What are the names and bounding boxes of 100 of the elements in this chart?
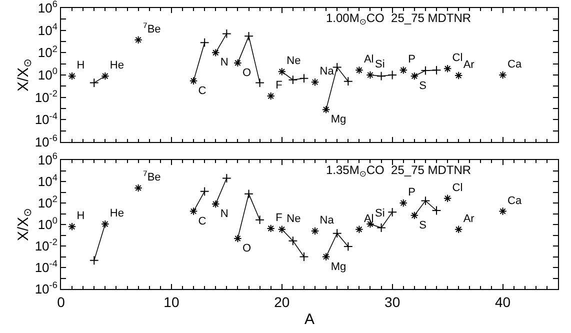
y-tick-label: 10$^{-6}$ bbox=[34, 133, 58, 150]
series-label: O bbox=[242, 242, 252, 254]
point bbox=[498, 207, 507, 216]
point bbox=[310, 78, 320, 86]
series-label: N bbox=[220, 56, 228, 69]
series-label: Ne bbox=[286, 212, 301, 225]
point bbox=[399, 66, 408, 74]
y-tick-label: 10$^{0}$ bbox=[38, 66, 58, 83]
y-tick-label: 10$^{-4}$ bbox=[34, 110, 58, 128]
series-label: Mg bbox=[330, 260, 346, 273]
series-label: F bbox=[276, 212, 283, 224]
point bbox=[388, 207, 398, 217]
series-label: He bbox=[110, 60, 124, 72]
y-tick-label: 10$^{0}$ bbox=[38, 216, 58, 232]
point bbox=[454, 71, 463, 80]
series-label: S bbox=[419, 80, 427, 92]
point bbox=[89, 256, 99, 266]
point bbox=[399, 198, 408, 208]
y-tick-label: 10$^{-2}$ bbox=[34, 237, 58, 254]
point bbox=[68, 72, 76, 80]
y-tick-label: 10$^{4}$ bbox=[38, 172, 58, 190]
point bbox=[234, 234, 242, 243]
chart-title: 1.00M$_{⊙}$CO 25_75 MDTNR bbox=[326, 11, 472, 27]
point bbox=[410, 211, 419, 220]
x-tick-label: 10 bbox=[164, 294, 180, 310]
series-label: He bbox=[110, 208, 124, 220]
y-tick-label: 10$^{2}$ bbox=[38, 44, 58, 60]
point bbox=[278, 225, 286, 234]
series-label: P bbox=[408, 186, 416, 198]
series-label: Na bbox=[320, 214, 335, 226]
point bbox=[355, 66, 364, 74]
series-label: O bbox=[242, 66, 252, 79]
point bbox=[420, 196, 430, 206]
x-tick-label: 40 bbox=[494, 294, 511, 310]
point bbox=[454, 225, 463, 234]
point bbox=[376, 71, 386, 81]
y-tick-label: 10$^{-6}$ bbox=[34, 280, 58, 297]
point bbox=[189, 76, 198, 85]
point bbox=[410, 72, 419, 80]
point bbox=[89, 78, 99, 88]
point bbox=[255, 78, 264, 88]
point bbox=[376, 223, 386, 232]
series-label: Cl bbox=[452, 182, 463, 194]
point bbox=[278, 68, 286, 76]
point bbox=[443, 194, 452, 202]
y-tick-label: 10$^{6}$ bbox=[38, 151, 58, 168]
point bbox=[134, 36, 142, 44]
series-label: C bbox=[198, 84, 206, 97]
series-label: Na bbox=[320, 66, 335, 78]
series-label: Ca bbox=[508, 58, 522, 70]
point bbox=[101, 72, 110, 80]
point bbox=[189, 207, 198, 216]
point bbox=[200, 186, 210, 196]
point bbox=[288, 236, 298, 246]
legend-label: H bbox=[76, 210, 85, 222]
x-tick-label: 30 bbox=[384, 294, 400, 310]
point bbox=[222, 28, 232, 38]
point bbox=[244, 189, 254, 199]
point bbox=[288, 75, 298, 85]
series-label: Ar bbox=[463, 212, 475, 225]
point bbox=[266, 92, 275, 100]
y-tick-label: 10$^{6}$ bbox=[38, 0, 58, 16]
series-label: Ne bbox=[286, 55, 301, 68]
point bbox=[101, 220, 110, 228]
series-label: S bbox=[419, 219, 427, 232]
point bbox=[310, 226, 320, 236]
chart-title: 1.35M$_{⊙}$CO 25_75 MDTNR bbox=[326, 163, 472, 179]
point bbox=[432, 65, 442, 75]
point bbox=[255, 215, 264, 225]
y-tick-label: 10$^{2}$ bbox=[38, 194, 58, 211]
point bbox=[388, 70, 398, 80]
x-axis-title: A bbox=[304, 310, 315, 328]
series-label: Ca bbox=[508, 194, 522, 207]
series-label: Ar bbox=[463, 59, 475, 72]
point bbox=[222, 174, 232, 183]
series-label: C bbox=[198, 215, 206, 228]
point bbox=[443, 64, 452, 73]
point bbox=[322, 105, 330, 114]
point bbox=[266, 224, 275, 233]
point bbox=[299, 74, 309, 84]
series-label: N bbox=[220, 208, 228, 220]
point bbox=[432, 206, 442, 216]
series-label: Si bbox=[374, 208, 385, 220]
y-tick-label: 10$^{-4}$ bbox=[34, 258, 58, 276]
series-label: Al bbox=[364, 54, 374, 66]
point bbox=[134, 184, 142, 192]
series-label: Cl bbox=[452, 52, 463, 64]
point bbox=[212, 48, 220, 57]
legend-label: H bbox=[76, 60, 85, 72]
point bbox=[343, 242, 353, 252]
y-tick-label: 10$^{-2}$ bbox=[34, 88, 58, 105]
series-label: $^{7}$Be bbox=[143, 20, 161, 36]
point bbox=[332, 228, 342, 238]
point bbox=[68, 222, 76, 231]
series-label: F bbox=[276, 80, 283, 92]
series-label: Al bbox=[364, 212, 374, 225]
point bbox=[244, 31, 254, 41]
point bbox=[299, 252, 309, 262]
point bbox=[498, 70, 507, 80]
point bbox=[212, 200, 220, 208]
